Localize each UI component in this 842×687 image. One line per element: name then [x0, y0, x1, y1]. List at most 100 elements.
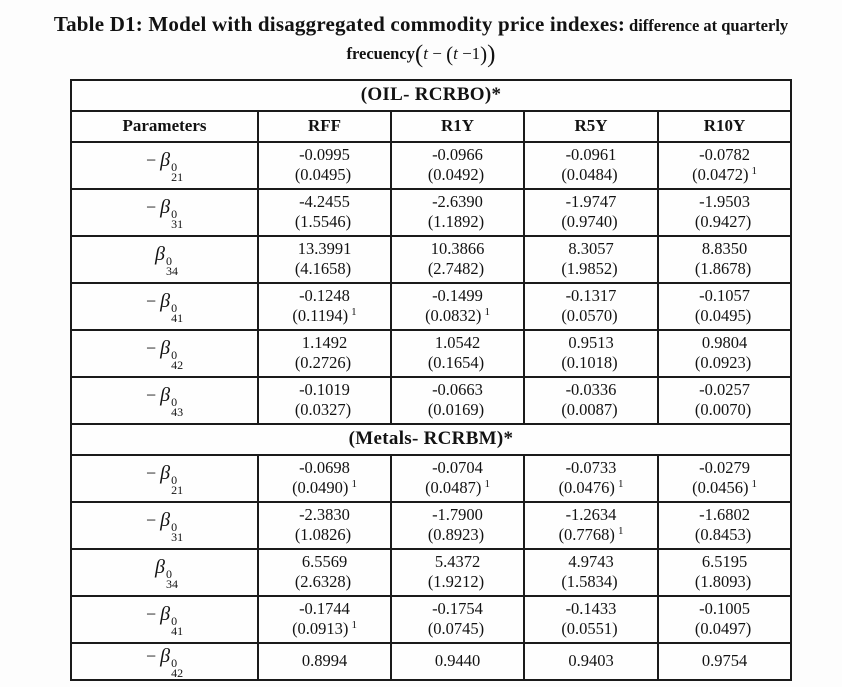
value-cell: -1.6802 (0.8453): [656, 500, 793, 550]
significance-note: 1: [351, 306, 357, 319]
std-error: (0.0456): [692, 478, 749, 498]
minus-sign: −: [145, 462, 157, 483]
parameter-cell: − β 0 21: [70, 140, 259, 190]
minus-sign: −: [145, 509, 157, 530]
std-error-line: (0.0484): [527, 165, 655, 185]
std-error-line: (1.5834): [527, 572, 655, 592]
estimate-value: -0.0698: [299, 458, 350, 478]
beta-subscript: 43: [171, 404, 184, 419]
beta-subscript: 21: [171, 169, 184, 184]
value-cell: 0.9804 (0.0923): [656, 328, 793, 378]
title-sub: difference at quarterly: [629, 16, 789, 35]
std-error: (0.9740): [561, 212, 618, 232]
parameter-cell: − β 0 42: [70, 641, 259, 681]
beta-symbol: β: [160, 383, 171, 406]
std-error: (0.0913): [292, 619, 349, 639]
std-error-line: (0.0472) 1: [661, 165, 788, 185]
table-row: − β 0 42 1.1492 (0.2726) 1.0542 (0.1654) 0.…: [70, 328, 793, 378]
value-cell: 10.3866 (2.7482): [390, 234, 525, 284]
beta-symbol: β: [160, 195, 171, 218]
std-error: (1.9852): [561, 259, 618, 279]
beta-scripts: 0 21: [171, 161, 184, 184]
std-error-line: (0.9427): [661, 212, 788, 232]
std-error: (0.0472): [692, 165, 749, 185]
value-cell: -0.0698 (0.0490) 1: [257, 453, 392, 503]
beta-symbol: β: [160, 461, 171, 484]
beta-subscript: 31: [171, 529, 184, 544]
table-row: − β 0 42 0.8994 0.9440 0.9403 0.9754: [70, 641, 793, 681]
minus-sign: −: [145, 384, 157, 405]
beta-symbol: β: [155, 555, 165, 578]
table-row: β 0 34 6.5569 (2.6328) 5.4372 (1.9212) 4.9…: [70, 547, 793, 597]
std-error-line: (0.0495): [261, 165, 388, 185]
std-error-line: (1.5546): [261, 212, 388, 232]
std-error-line: (0.2726): [261, 353, 388, 373]
value-cell: -4.2455 (1.5546): [257, 187, 392, 237]
std-error-line: (1.8678): [661, 259, 788, 279]
std-error-line: (1.8093): [661, 572, 788, 592]
beta-subscript: 21: [171, 482, 184, 497]
std-error: (0.7768): [558, 525, 615, 545]
beta-superscript: 0: [171, 472, 178, 487]
beta-scripts: 0 31: [171, 519, 184, 544]
value-cell: 5.4372 (1.9212): [390, 547, 525, 597]
std-error: (0.0492): [427, 165, 485, 185]
estimate-value: -1.7900: [432, 505, 483, 525]
std-error-line: (4.1658): [261, 259, 388, 279]
minus-sign: −: [145, 196, 157, 217]
beta-superscript: 0: [171, 394, 178, 409]
value-cell: -0.1317 (0.0570): [523, 281, 659, 331]
std-error-line: (0.0913) 1: [261, 619, 388, 639]
section-header: (OIL- RCRBO)*: [69, 78, 793, 112]
title-math-expression: (t − (t −1)): [415, 41, 496, 68]
value-cell: -0.1754 (0.0745): [390, 594, 525, 644]
estimate-value: -0.0336: [565, 380, 617, 400]
std-error-line: (0.0169): [394, 400, 521, 420]
value-cell: -0.0336 (0.0087): [523, 375, 659, 425]
value-cell: -1.7900 (0.8923): [390, 500, 525, 550]
std-error: (1.8678): [694, 259, 752, 279]
std-error-line: (1.9212): [394, 572, 521, 592]
value-cell: -1.9747 (0.9740): [523, 187, 659, 237]
value-cell: -0.1005 (0.0497): [656, 594, 793, 644]
title-frequency-word: frecuency: [346, 44, 415, 64]
estimate-value: -0.1754: [432, 599, 483, 619]
std-error-line: (0.8453): [661, 525, 788, 545]
estimate-value: 0.9513: [568, 333, 614, 353]
parameter-cell: − β 0 41: [70, 281, 259, 331]
estimate-value: -0.1005: [699, 599, 750, 619]
significance-note: 1: [751, 478, 757, 491]
title-line-1: Table D1: Model with disaggregated commo…: [15, 11, 827, 38]
estimate-value: -0.0966: [432, 145, 483, 165]
std-error: (1.9212): [427, 572, 485, 592]
std-error: (0.0490): [292, 478, 349, 498]
value-cell: 13.3991 (4.1658): [257, 234, 392, 284]
minus-sign: −: [145, 603, 157, 624]
beta-scripts: 0 41: [171, 615, 183, 637]
std-error-line: (0.0490) 1: [261, 478, 388, 498]
beta-symbol: β: [160, 602, 171, 625]
estimate-value: -0.0961: [565, 145, 617, 165]
estimate-value: -2.3830: [299, 505, 350, 525]
estimate-value: 0.8994: [301, 651, 348, 671]
beta-symbol: β: [160, 644, 171, 667]
std-error: (0.0570): [561, 306, 618, 326]
std-error: (0.0495): [694, 306, 752, 326]
table-row: − β 0 21 -0.0698 (0.0490) 1 -0.0704 (0.0487)…: [70, 453, 793, 503]
value-cell: 8.8350 (1.8678): [656, 234, 793, 284]
std-error-line: (0.0487) 1: [394, 478, 521, 498]
beta-superscript: 0: [171, 519, 178, 534]
std-error-line: (0.9740): [527, 212, 655, 232]
std-error: (0.0487): [425, 478, 482, 498]
title-main: Table D1: Model with disaggregated commo…: [53, 12, 626, 36]
parameter-cell: − β 0 43: [70, 375, 259, 425]
beta-symbol: β: [155, 242, 165, 265]
table-row: − β 0 21 -0.0995 (0.0495) -0.0966 (0.0492) …: [70, 140, 793, 190]
value-cell: -0.0995 (0.0495): [257, 140, 392, 190]
estimate-value: 0.9804: [701, 333, 748, 353]
table-row: − β 0 31 -4.2455 (1.5546) -2.6390 (1.1892) …: [70, 187, 793, 237]
estimate-value: -0.1057: [699, 286, 750, 306]
std-error: (1.1892): [427, 212, 485, 232]
std-error-line: (0.0745): [394, 619, 521, 639]
std-error: (0.8923): [427, 525, 485, 545]
